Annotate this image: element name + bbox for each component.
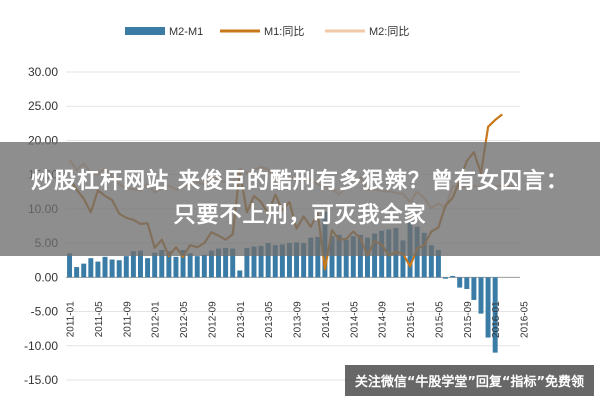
x-tick-label: 2011-09 (122, 301, 133, 337)
bar (130, 251, 136, 278)
x-tick-label: 2012-05 (179, 301, 190, 338)
x-tick-label: 2015-09 (463, 301, 474, 338)
x-tick-label: 2016-05 (520, 301, 531, 338)
bar (102, 256, 108, 278)
bar (173, 256, 179, 278)
bar (428, 245, 434, 278)
watermark-text: 关注微信“牛股学堂”回复“指标”免费领 (344, 365, 594, 396)
x-tick-label: 2014-09 (378, 301, 389, 338)
bar (350, 236, 356, 278)
y-tick-label: 30.00 (28, 65, 58, 79)
bar (308, 237, 314, 278)
x-tick-label: 2011-01 (66, 301, 77, 337)
bar (187, 253, 193, 278)
x-tick-label: 2015-05 (434, 301, 445, 338)
bar (294, 242, 300, 278)
bar (81, 263, 87, 278)
legend-label: M2-M1 (169, 26, 203, 38)
bar (230, 248, 236, 278)
bar (471, 277, 477, 300)
x-tick-label: 2013-01 (236, 301, 247, 338)
bar (435, 249, 441, 278)
x-tick-label: 2012-01 (151, 301, 162, 338)
bar (237, 270, 243, 278)
bar (485, 277, 491, 338)
headline-banner: 炒股杠杆网站 来俊臣的酷刑有多狠辣？曾有女囚言：只要不上刑，可灭我全家 (0, 142, 600, 256)
headline-text: 炒股杠杆网站 来俊臣的酷刑有多狠辣？曾有女囚言：只要不上刑，可灭我全家 (31, 169, 569, 228)
bar (152, 252, 158, 278)
bar (450, 275, 456, 278)
legend-label: M1:同比 (264, 25, 304, 38)
bar (216, 248, 221, 278)
bar (492, 277, 498, 353)
bar (67, 253, 73, 278)
bar (244, 247, 250, 278)
y-tick-label: -5.00 (31, 305, 59, 319)
bar (95, 261, 101, 278)
bar (251, 246, 257, 278)
legend-label: M2:同比 (369, 25, 409, 38)
bar (457, 277, 463, 288)
bar (223, 247, 229, 278)
bar (265, 243, 271, 278)
bar (201, 254, 207, 278)
x-tick-label: 2013-05 (264, 301, 275, 338)
bar (365, 237, 370, 278)
bar (336, 234, 342, 278)
x-tick-label: 2011-05 (94, 301, 105, 337)
legend-swatch-bar (125, 27, 165, 35)
bar (180, 249, 186, 278)
bar (88, 258, 94, 278)
bar (443, 277, 448, 279)
x-tick-label: 2014-01 (321, 301, 332, 338)
x-tick-label: 2014-05 (349, 301, 360, 338)
bar (464, 277, 470, 289)
bar (400, 240, 406, 278)
x-axis-ticks: 2011-01 2011-05 2011-09 2012-01 2012-05 2012-… (66, 301, 531, 338)
bar (258, 245, 264, 278)
bar (315, 236, 321, 278)
bar (279, 244, 285, 278)
bar (138, 250, 143, 278)
y-tick-label: -15.00 (24, 373, 58, 387)
bar (357, 234, 363, 278)
y-tick-label: 0.00 (35, 270, 59, 284)
bar (478, 277, 484, 314)
x-tick-label: 2012-09 (207, 301, 218, 338)
bar (194, 256, 200, 278)
x-tick-label: 2016-01 (491, 301, 502, 338)
y-tick-label: 25.00 (28, 99, 58, 113)
y-tick-label: -10.00 (24, 339, 58, 353)
legend: M2-M1 M1:同比 M2:同比 (125, 25, 409, 38)
bar (116, 260, 122, 278)
bar (74, 267, 80, 278)
bar (286, 243, 292, 278)
bar (166, 251, 172, 278)
bar (343, 239, 349, 278)
bar (208, 250, 214, 278)
bar (109, 259, 115, 278)
bar (301, 243, 307, 278)
bar (329, 236, 335, 278)
bar (145, 258, 151, 278)
bar (159, 249, 165, 278)
x-tick-label: 2013-09 (293, 301, 304, 338)
bar (123, 256, 129, 278)
bar (272, 245, 278, 278)
x-tick-label: 2015-01 (406, 301, 417, 338)
